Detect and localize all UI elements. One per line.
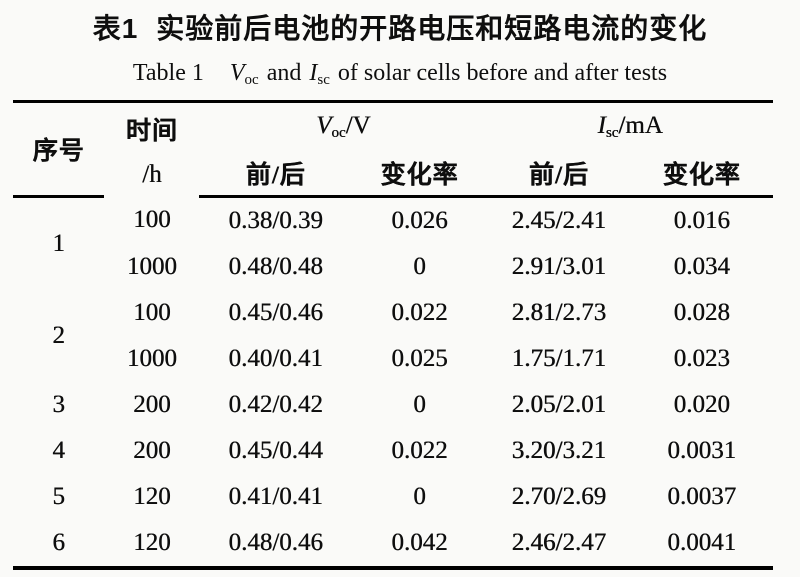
voc-rate-cell: 0.025 — [391, 345, 448, 372]
isc-before-after-cell: 2.91/3.01 — [511, 253, 607, 280]
voc-rate-cell: 0.022 — [391, 299, 448, 326]
header-row-top: 序号 时间 /h Voc/V Isc/mA — [13, 101, 773, 198]
isc-symbol: I — [309, 60, 318, 86]
isc-rate-cell: 0.028 — [673, 299, 730, 326]
header-time: 时间 /h — [104, 102, 199, 197]
isc-rate-cell: 0.016 — [673, 207, 730, 234]
isc-before-after-cell: 2.70/2.69 — [511, 483, 607, 510]
header-seq: 序号 — [13, 101, 105, 198]
voc-before-after-cell: 0.40/0.41 — [228, 345, 323, 372]
isc-symbol: I — [597, 112, 606, 139]
table-row: 1 100 0.38/0.39 0.026 2.45/2.41 0.016 — [13, 197, 773, 257]
voc-before-after-cell: 0.42/0.42 — [228, 391, 323, 418]
time-cell: 200 — [133, 437, 171, 464]
table-row: 4 200 0.45/0.44 0.022 3.20/3.21 0.0031 — [13, 428, 773, 474]
voc-rate-cell: 0 — [413, 253, 426, 280]
isc-before-after-cell: 2.81/2.73 — [511, 299, 607, 326]
header-voc: Voc/V — [199, 102, 487, 152]
table-title-chinese: 表1 实验前后电池的开路电压和短路电流的变化 — [0, 0, 800, 47]
voc-before-after-cell: 0.38/0.39 — [228, 207, 323, 234]
isc-rate-cell: 0.0031 — [667, 437, 737, 464]
time-cell: 1000 — [126, 253, 177, 280]
isc-rate-cell: 0.023 — [673, 345, 730, 372]
voc-rate-cell: 0 — [413, 391, 426, 418]
isc-rate-cell: 0.0041 — [667, 529, 737, 556]
voc-before-after-cell: 0.48/0.46 — [228, 529, 323, 556]
isc-rate-cell: 0.034 — [673, 253, 730, 280]
time-cell: 120 — [133, 529, 171, 556]
voc-before-after-cell: 0.41/0.41 — [228, 483, 323, 510]
voc-rate-cell: 0.026 — [391, 207, 448, 234]
voc-before-after-cell: 0.45/0.46 — [228, 299, 323, 326]
voc-before-after-cell: 0.45/0.44 — [228, 437, 323, 464]
seq-cell: 5 — [52, 483, 65, 510]
isc-rate-cell: 0.020 — [673, 391, 730, 418]
voc-symbol: V — [316, 112, 332, 139]
voc-before-after-cell: 0.48/0.48 — [228, 253, 323, 280]
time-cell: 200 — [133, 391, 171, 418]
header-row-bottom: 前/后 变化率 前/后 变化率 — [13, 151, 773, 198]
header-i-before-after: 前/后 — [487, 151, 631, 198]
table-row: 5 120 0.41/0.41 0 2.70/2.69 0.0037 — [13, 474, 773, 520]
voc-symbol: V — [229, 60, 245, 86]
isc-before-after-cell: 3.20/3.21 — [511, 437, 607, 464]
isc-subscript: sc — [317, 72, 330, 88]
table-row: 1000 0.40/0.41 0.025 1.75/1.71 0.023 — [13, 336, 773, 382]
seq-cell: 1 — [52, 230, 65, 257]
header-v-change-rate: 变化率 — [351, 151, 488, 198]
header-v-before-after: 前/后 — [199, 151, 352, 198]
time-cell: 100 — [133, 206, 171, 234]
header-i-change-rate: 变化率 — [630, 151, 773, 198]
table-number-label-en: Table 1 — [132, 60, 204, 86]
seq-cell: 3 — [52, 391, 65, 418]
table-title-text-zh: 实验前后电池的开路电压和短路电流的变化 — [156, 13, 708, 44]
time-cell: 1000 — [126, 345, 177, 372]
and-text: and — [266, 60, 302, 86]
isc-before-after-cell: 1.75/1.71 — [511, 345, 607, 372]
results-table: 序号 时间 /h Voc/V Isc/mA 前/后 变化率 前/后 变化率 1 — [13, 100, 773, 570]
seq-cell: 4 — [52, 437, 65, 464]
header-isc: Isc/mA — [487, 102, 773, 152]
voc-rate-cell: 0.022 — [391, 437, 448, 464]
voc-subscript: oc — [331, 125, 346, 141]
table-row: 6 120 0.48/0.46 0.042 2.46/2.47 0.0041 — [13, 520, 773, 568]
table-row: 3 200 0.42/0.42 0 2.05/2.01 0.020 — [13, 382, 773, 428]
isc-subscript: sc — [605, 125, 619, 141]
voc-subscript: oc — [244, 72, 259, 88]
voc-rate-cell: 0 — [413, 483, 426, 510]
isc-before-after-cell: 2.05/2.01 — [511, 391, 607, 418]
header-time-label: 时间 — [125, 117, 178, 145]
time-cell: 120 — [133, 483, 171, 510]
isc-before-after-cell: 2.45/2.41 — [511, 207, 607, 234]
isc-before-after-cell: 2.46/2.47 — [511, 529, 607, 556]
seq-cell: 2 — [52, 322, 65, 349]
voc-unit: /V — [345, 112, 371, 139]
subtitle-rest: of solar cells before and after tests — [337, 60, 668, 86]
table-row: 2 100 0.45/0.46 0.022 2.81/2.73 0.028 — [13, 290, 773, 349]
isc-unit: /mA — [618, 112, 663, 139]
seq-cell: 6 — [52, 529, 65, 556]
table-number-label-zh: 表1 — [92, 13, 139, 44]
table-title-english: Table 1 Voc and Isc of solar cells before an… — [0, 60, 800, 89]
time-cell: 100 — [133, 299, 171, 326]
isc-rate-cell: 0.0037 — [667, 483, 737, 510]
header-time-unit: /h — [142, 160, 162, 188]
voc-rate-cell: 0.042 — [391, 529, 448, 556]
table-row: 1000 0.48/0.48 0 2.91/3.01 0.034 — [13, 244, 773, 290]
